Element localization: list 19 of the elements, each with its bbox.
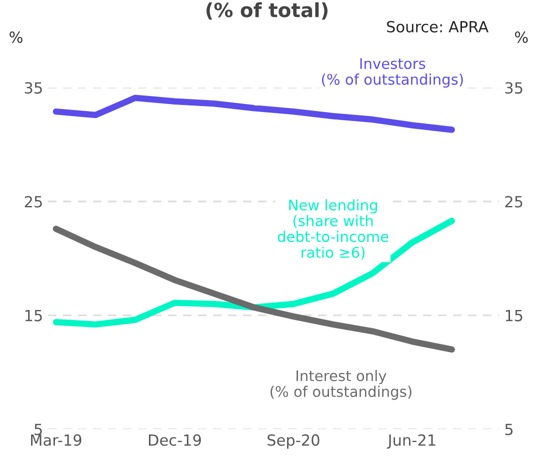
series-label: Investors (% of outstandings) xyxy=(322,58,463,88)
x-tick-label: Mar-19 xyxy=(31,434,82,446)
y-tick-label: 15 xyxy=(25,310,42,322)
y2-tick-label: 15 xyxy=(506,310,522,322)
y2-tick-label: 35 xyxy=(505,82,522,94)
y-tick-label: 35 xyxy=(24,82,42,94)
chart-title: (% of total) xyxy=(206,2,328,20)
x-tick-label: Jun-21 xyxy=(387,434,436,449)
y2-axis-title: % xyxy=(514,31,528,43)
y-tick-label: 5 xyxy=(34,424,42,436)
y-tick-label: 25 xyxy=(24,196,42,208)
y2-tick-label: 25 xyxy=(505,196,522,208)
series-label: New lending (share with debt-to-income ratio ≥6) xyxy=(278,199,388,260)
x-tick-label: Sep-20 xyxy=(268,434,320,449)
y-axis-title: % xyxy=(10,31,22,43)
x-tick-label: Dec-19 xyxy=(148,434,201,446)
series-label: Interest only (% of outstandings) xyxy=(270,370,412,400)
y2-tick-label: 5 xyxy=(505,424,513,436)
source-note: Source: APRA xyxy=(387,20,488,32)
